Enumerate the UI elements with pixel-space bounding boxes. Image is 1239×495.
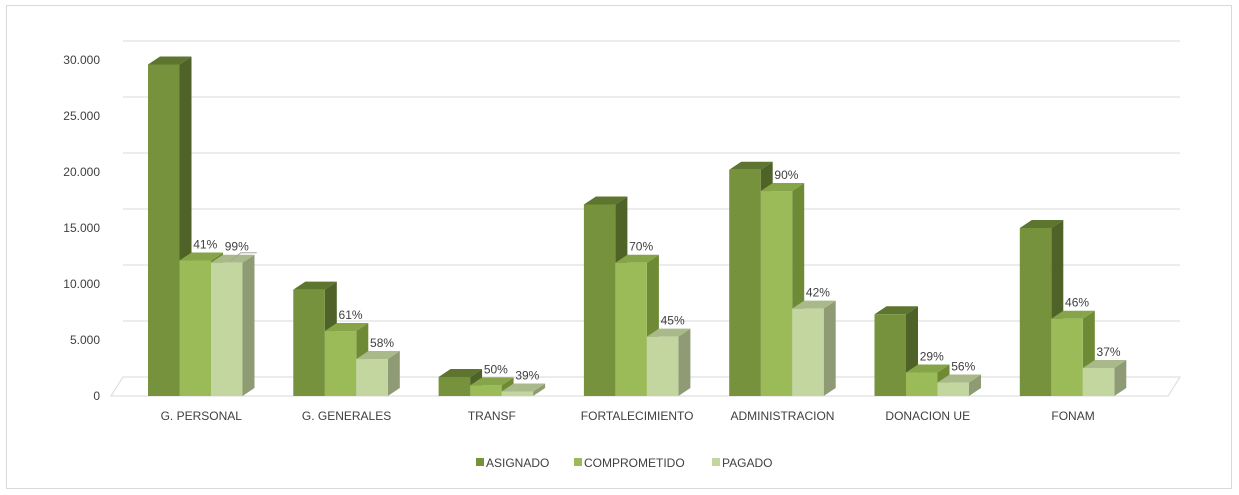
x-tick-label: DONACION UE bbox=[885, 409, 970, 423]
data-label: 41% bbox=[193, 237, 217, 251]
bar-top bbox=[179, 252, 223, 261]
bar-front bbox=[148, 64, 180, 396]
x-tick-label: FONAM bbox=[1051, 409, 1094, 423]
data-label: 90% bbox=[774, 168, 798, 182]
bar bbox=[937, 374, 981, 396]
data-label: 46% bbox=[1065, 296, 1089, 310]
bar bbox=[356, 351, 400, 396]
bar-front bbox=[937, 382, 969, 396]
legend-swatch bbox=[574, 458, 582, 466]
bar-top bbox=[792, 300, 836, 309]
legend: ASIGNADO COMPROMETIDO PAGADO bbox=[476, 456, 772, 470]
bar-top bbox=[1082, 360, 1127, 368]
bar-top bbox=[583, 196, 628, 205]
bar bbox=[792, 300, 836, 396]
x-tick-label: G. PERSONAL bbox=[161, 409, 243, 423]
bar-front bbox=[583, 204, 616, 396]
bar-front bbox=[1019, 228, 1052, 396]
x-tick-label: G. GENERALES bbox=[302, 409, 391, 423]
y-tick-label: 0 bbox=[93, 389, 100, 403]
bar bbox=[324, 323, 369, 396]
bar-side bbox=[533, 383, 546, 396]
data-label: 45% bbox=[661, 314, 685, 328]
bar-top bbox=[148, 56, 192, 65]
data-label: 58% bbox=[370, 336, 394, 350]
bar-front bbox=[792, 308, 824, 396]
x-axis-labels: G. PERSONAL G. GENERALES TRANSF FORTALECIMI… bbox=[161, 409, 1095, 423]
bar-front bbox=[1082, 368, 1115, 396]
bar bbox=[1082, 360, 1127, 396]
legend-label: COMPROMETIDO bbox=[584, 456, 685, 470]
data-label: 99% bbox=[225, 240, 249, 254]
x-tick-label: FORTALECIMIENTO bbox=[581, 409, 694, 423]
bar-top bbox=[646, 328, 691, 337]
y-axis-ticks: 0 5.000 10.000 15.000 20.000 25.000 30.000 bbox=[63, 53, 100, 403]
bar bbox=[646, 328, 691, 396]
bar-top bbox=[906, 364, 950, 373]
bar bbox=[501, 383, 546, 396]
bar-top bbox=[874, 306, 918, 315]
leader-line bbox=[230, 252, 257, 262]
legend-label: ASIGNADO bbox=[486, 456, 549, 470]
bar-front bbox=[293, 289, 325, 396]
bar-top bbox=[1051, 310, 1095, 319]
bar-front bbox=[760, 191, 793, 396]
bar-front bbox=[179, 260, 211, 396]
bar-side bbox=[387, 351, 400, 396]
data-label: 56% bbox=[951, 360, 975, 374]
y-tick-label: 15.000 bbox=[63, 221, 100, 235]
bar bbox=[760, 183, 805, 396]
bar-top bbox=[356, 351, 400, 360]
data-label: 39% bbox=[515, 369, 539, 383]
bar-side bbox=[969, 374, 981, 396]
bar-front bbox=[615, 262, 647, 396]
y-tick-label: 5.000 bbox=[70, 333, 100, 347]
bar-front bbox=[356, 359, 388, 396]
y-tick-label: 10.000 bbox=[63, 277, 100, 291]
bar-front bbox=[470, 385, 502, 396]
data-label: 37% bbox=[1097, 345, 1121, 359]
legend-swatch bbox=[712, 458, 720, 466]
bar-top bbox=[470, 377, 514, 386]
bar-front bbox=[438, 376, 471, 396]
data-label: 29% bbox=[920, 349, 944, 363]
bar-top bbox=[937, 374, 981, 383]
bars bbox=[148, 56, 1127, 396]
bar-front bbox=[1051, 318, 1083, 396]
data-label: 61% bbox=[339, 308, 363, 322]
bar-top bbox=[501, 383, 546, 392]
data-label: 70% bbox=[629, 240, 653, 254]
x-tick-label: ADMINISTRACION bbox=[730, 409, 834, 423]
data-label: 50% bbox=[484, 362, 508, 376]
bar-top bbox=[729, 161, 773, 170]
bar-front bbox=[211, 262, 243, 396]
bar-side bbox=[1114, 360, 1127, 396]
bar-side bbox=[242, 254, 255, 396]
bar-front bbox=[729, 169, 761, 396]
y-tick-label: 20.000 bbox=[63, 165, 100, 179]
bar-top bbox=[293, 281, 337, 290]
data-label: 42% bbox=[806, 286, 830, 300]
bar-top bbox=[324, 323, 369, 332]
bar-front bbox=[646, 336, 679, 396]
bar-front bbox=[324, 331, 357, 396]
bar-front bbox=[906, 372, 938, 396]
bar-front bbox=[501, 391, 534, 396]
y-tick-label: 30.000 bbox=[63, 53, 100, 67]
bar-top bbox=[438, 368, 483, 377]
bar bbox=[211, 254, 255, 396]
bar-front bbox=[874, 314, 906, 396]
bar-top bbox=[1019, 220, 1064, 228]
bar-top bbox=[615, 254, 659, 263]
bar-top bbox=[760, 183, 805, 192]
y-tick-label: 25.000 bbox=[63, 109, 100, 123]
bar-side bbox=[678, 328, 691, 396]
data-labels: 41% 99% 61% 58% 50% 39% 70% 45% 90% 42% 29% 56% 46% 3… bbox=[193, 168, 1121, 382]
legend-swatch bbox=[476, 458, 484, 466]
legend-label: PAGADO bbox=[722, 456, 772, 470]
bar-side bbox=[823, 300, 836, 396]
x-tick-label: TRANSF bbox=[468, 409, 516, 423]
